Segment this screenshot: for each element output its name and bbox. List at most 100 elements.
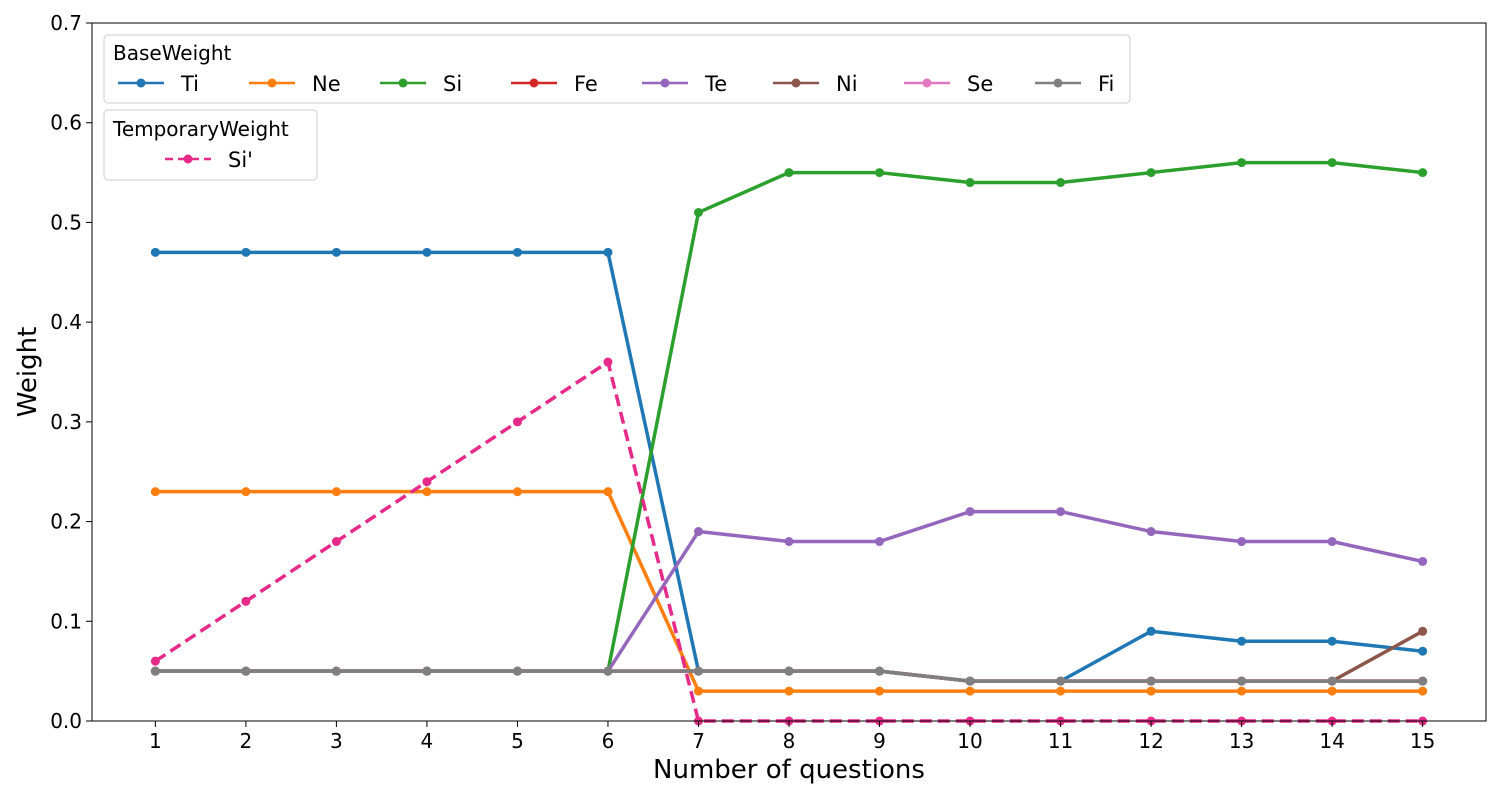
data-point-ti-1 <box>150 247 160 257</box>
y-tick-label: 0.5 <box>50 210 82 234</box>
series-si <box>150 158 1428 676</box>
data-point-ne-13 <box>1237 686 1247 696</box>
data-point-fi-8 <box>784 666 794 676</box>
data-point-fi-15 <box>1418 676 1428 686</box>
data-point-fi-10 <box>965 676 975 686</box>
legend-entry-si: Si <box>380 72 462 96</box>
plot-area <box>150 158 1428 726</box>
data-point-ne-3 <box>331 487 341 497</box>
data-point-ti-6 <box>603 247 613 257</box>
series-fi <box>150 666 1428 686</box>
legend-marker-ti <box>136 78 146 88</box>
data-point-fi-1 <box>150 666 160 676</box>
data-point-si-11 <box>1056 178 1066 188</box>
data-point-ti-12 <box>1146 626 1156 636</box>
x-tick-label: 11 <box>1048 729 1073 753</box>
y-tick-label: 0.4 <box>50 310 82 334</box>
data-point-ne-4 <box>422 487 432 497</box>
legend-entry-te: Te <box>642 72 727 96</box>
data-point-te-9 <box>875 537 885 547</box>
data-point-ne-5 <box>512 487 522 497</box>
x-tick-label: 14 <box>1319 729 1344 753</box>
legend-entry-ne: Ne <box>249 72 341 96</box>
data-point-ne-15 <box>1418 686 1428 696</box>
data-point-si-13 <box>1237 158 1247 168</box>
legend-label-ti: Ti <box>180 72 199 96</box>
x-tick-label: 7 <box>692 729 705 753</box>
x-tick-label: 15 <box>1410 729 1435 753</box>
series-te <box>150 507 1428 676</box>
data-point-si-prime-2 <box>241 596 251 606</box>
x-tick-label: 2 <box>240 729 253 753</box>
series-line-ne <box>153 489 1425 693</box>
data-point-ne-11 <box>1056 686 1066 696</box>
legend-entry-si-prime: Si' <box>165 148 253 172</box>
data-point-si-15 <box>1418 168 1428 178</box>
data-point-ni-15 <box>1418 626 1428 636</box>
legend-label-fe: Fe <box>574 72 598 96</box>
data-point-si-prime-1 <box>150 656 160 666</box>
data-point-te-14 <box>1327 537 1337 547</box>
data-point-ne-12 <box>1146 686 1156 696</box>
data-point-ne-14 <box>1327 686 1337 696</box>
y-tick-label: 0.2 <box>50 510 82 534</box>
data-point-ne-1 <box>150 487 160 497</box>
data-point-si-prime-3 <box>331 537 341 547</box>
legend-marker-fi <box>1053 78 1063 88</box>
series-line-ti <box>153 250 1425 683</box>
data-point-si-prime-6 <box>603 357 613 367</box>
y-tick-label: 0.6 <box>50 111 82 135</box>
data-point-te-7 <box>693 527 703 537</box>
data-point-si-14 <box>1327 158 1337 168</box>
data-point-te-15 <box>1418 556 1428 566</box>
data-point-ne-10 <box>965 686 975 696</box>
data-point-fi-9 <box>875 666 885 676</box>
data-point-fi-11 <box>1056 676 1066 686</box>
data-point-fi-4 <box>422 666 432 676</box>
data-point-fi-13 <box>1237 676 1247 686</box>
data-point-si-prime-5 <box>512 417 522 427</box>
legend-box <box>103 34 1131 104</box>
y-tick-label: 0.0 <box>50 709 82 733</box>
data-point-fi-3 <box>331 666 341 676</box>
data-point-te-11 <box>1056 507 1066 517</box>
data-point-te-8 <box>784 537 794 547</box>
legend-entry-ti: Ti <box>118 72 199 96</box>
x-tick-label: 5 <box>511 729 524 753</box>
x-tick-label: 8 <box>783 729 796 753</box>
series-ni <box>150 626 1428 686</box>
legend-label-se: Se <box>967 72 993 96</box>
data-point-fi-12 <box>1146 676 1156 686</box>
data-point-ti-2 <box>241 247 251 257</box>
x-axis-label: Number of questions <box>653 755 925 785</box>
legend-baseweight: BaseWeight Ti Ne Si Fe Te Ni Se Fi <box>103 34 1131 104</box>
data-point-si-8 <box>784 168 794 178</box>
legend-title: BaseWeight <box>113 41 232 65</box>
x-tick-label: 13 <box>1229 729 1254 753</box>
x-tick-label: 4 <box>421 729 434 753</box>
legend-marker-te <box>660 78 670 88</box>
data-point-ti-14 <box>1327 636 1337 646</box>
data-point-si-10 <box>965 178 975 188</box>
data-point-ti-5 <box>512 247 522 257</box>
data-point-ne-9 <box>875 686 885 696</box>
legend-marker-fe <box>529 78 539 88</box>
x-tick-label: 9 <box>873 729 886 753</box>
data-point-fi-14 <box>1327 676 1337 686</box>
data-point-te-10 <box>965 507 975 517</box>
x-tick-label: 12 <box>1138 729 1163 753</box>
x-tick-label: 3 <box>330 729 343 753</box>
legend-label-si: Si <box>443 72 462 96</box>
data-point-ti-4 <box>422 247 432 257</box>
legend-marker-ne <box>267 78 277 88</box>
data-point-ne-2 <box>241 487 251 497</box>
data-point-ne-7 <box>693 686 703 696</box>
data-point-si-prime-4 <box>422 477 432 487</box>
y-tick-label: 0.1 <box>50 609 82 633</box>
data-point-te-12 <box>1146 527 1156 537</box>
legend-marker-ni <box>791 78 801 88</box>
data-point-fi-7 <box>693 666 703 676</box>
x-tick-label: 6 <box>602 729 615 753</box>
y-axis-label: Weight <box>13 327 43 418</box>
